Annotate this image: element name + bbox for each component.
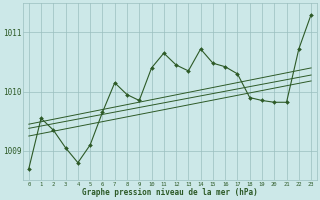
- X-axis label: Graphe pression niveau de la mer (hPa): Graphe pression niveau de la mer (hPa): [82, 188, 258, 197]
